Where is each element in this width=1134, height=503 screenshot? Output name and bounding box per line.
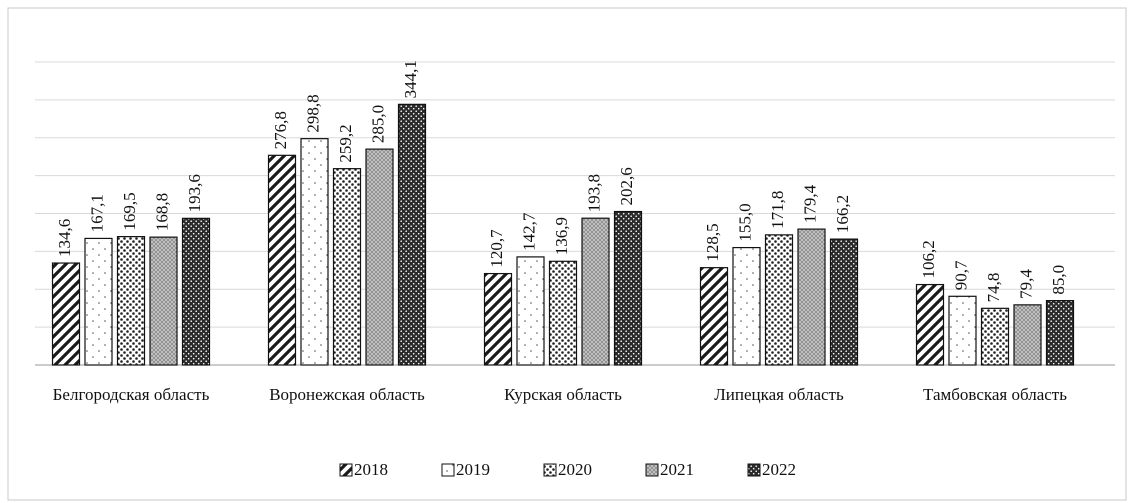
- legend-label: 2021: [660, 460, 694, 479]
- value-label: 90,7: [951, 260, 970, 290]
- value-label: 79,4: [1016, 269, 1035, 299]
- legend-label: 2019: [456, 460, 490, 479]
- bar: [764, 234, 794, 366]
- bar: [397, 103, 427, 366]
- x-tick-label: Белгородская область: [52, 385, 210, 404]
- legend-swatch: [339, 463, 353, 477]
- legend-swatch: [645, 463, 659, 477]
- chart-border: [7, 7, 1127, 501]
- value-label: 128,5: [703, 223, 722, 261]
- bar: [980, 307, 1010, 366]
- value-label: 169,5: [120, 192, 139, 230]
- value-label: 179,4: [800, 184, 819, 223]
- x-tick-label: Курская область: [504, 385, 622, 404]
- bar: [1013, 304, 1042, 366]
- x-tick-label: Воронежская область: [269, 385, 425, 404]
- bar: [365, 148, 394, 366]
- legend-swatch: [747, 463, 761, 477]
- value-label: 106,2: [919, 240, 938, 278]
- bar: [732, 246, 761, 366]
- legend-label: 2022: [762, 460, 796, 479]
- value-label: 202,6: [617, 167, 636, 205]
- bar: [829, 238, 859, 366]
- value-label: 171,8: [768, 191, 787, 229]
- bar: [1045, 300, 1075, 366]
- value-label: 259,2: [336, 124, 355, 162]
- bar: [548, 260, 578, 366]
- legend-label: 2020: [558, 460, 592, 479]
- bar: [516, 256, 545, 366]
- value-label: 344,1: [401, 60, 420, 98]
- bar: [948, 295, 977, 366]
- bar: [181, 217, 211, 366]
- value-label: 74,8: [984, 273, 1003, 303]
- bar: [51, 262, 81, 366]
- value-label: 136,9: [552, 217, 571, 255]
- value-label: 167,1: [87, 194, 106, 232]
- bar: [332, 168, 362, 366]
- value-label: 155,0: [735, 203, 754, 241]
- bar: [267, 154, 297, 366]
- bar: [915, 283, 945, 366]
- x-tick-label: Липецкая область: [714, 385, 844, 404]
- value-label: 276,8: [271, 111, 290, 149]
- bar: [300, 138, 329, 366]
- value-label: 285,0: [368, 105, 387, 143]
- value-label: 120,7: [487, 229, 506, 268]
- bar: [699, 267, 729, 366]
- bar: [149, 236, 178, 366]
- value-label: 134,6: [55, 219, 74, 257]
- bar: [84, 237, 113, 366]
- bar: [613, 210, 643, 366]
- value-label: 166,2: [833, 195, 852, 233]
- bar: [116, 236, 146, 366]
- value-label: 85,0: [1049, 265, 1068, 295]
- legend-swatch: [543, 463, 557, 477]
- x-tick-label: Тамбовская область: [923, 385, 1067, 404]
- value-label: 193,6: [185, 174, 204, 212]
- bar: [581, 217, 610, 366]
- legend-swatch: [441, 463, 455, 477]
- bar: [797, 228, 826, 366]
- value-label: 168,8: [152, 193, 171, 231]
- value-label: 193,8: [584, 174, 603, 212]
- bar: [483, 272, 513, 366]
- value-label: 298,8: [303, 94, 322, 132]
- legend-label: 2018: [354, 460, 388, 479]
- value-label: 142,7: [519, 212, 538, 251]
